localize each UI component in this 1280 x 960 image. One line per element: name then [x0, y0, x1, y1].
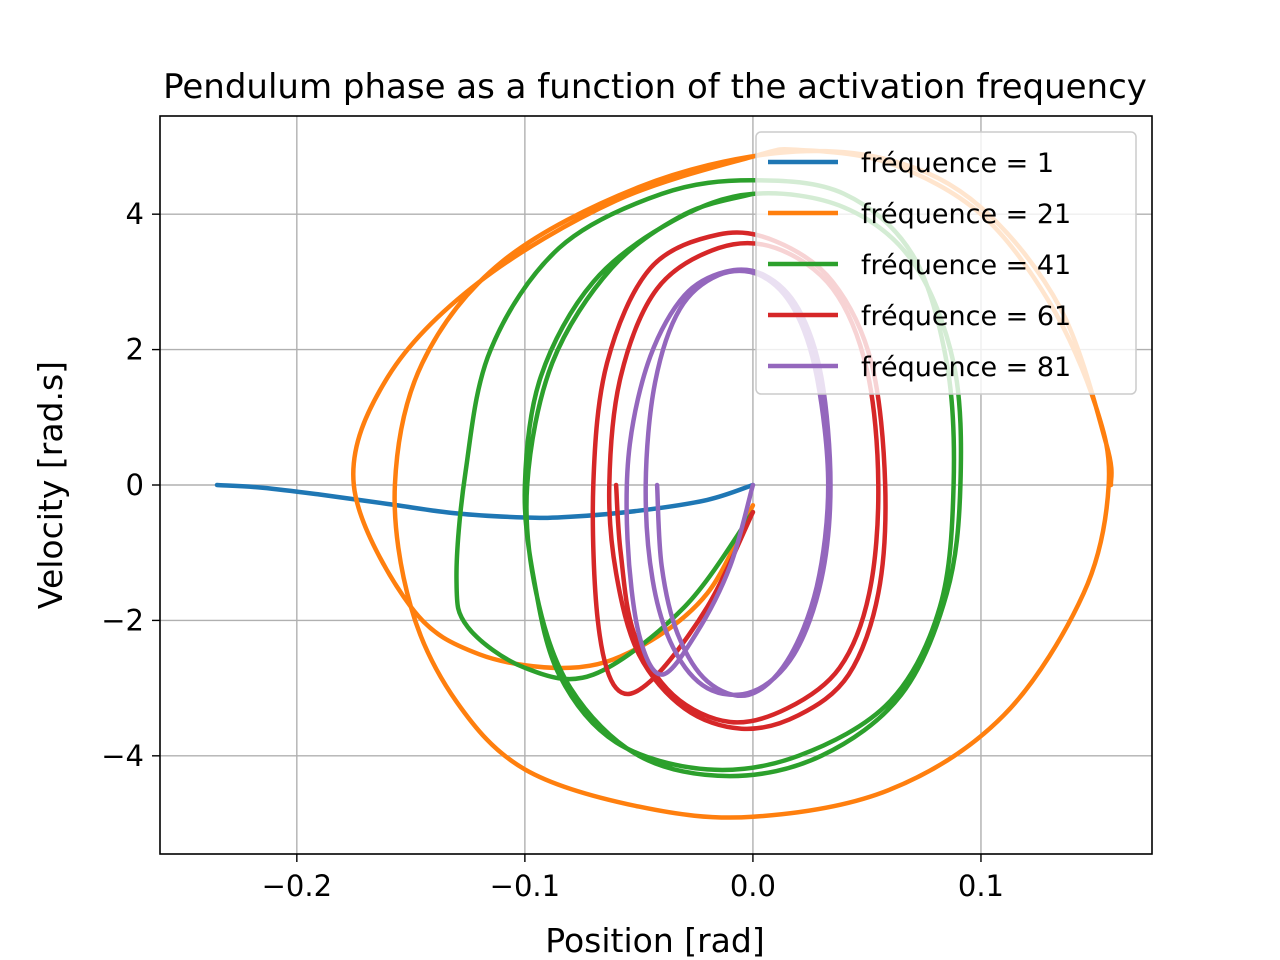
- x-tick-label: 0.1: [958, 869, 1004, 903]
- legend: fréquence = 1 fréquence = 21 fréquence = 4…: [755, 131, 1137, 395]
- series-line-5: [624, 267, 833, 698]
- chart-title: Pendulum phase as a function of the acti…: [163, 67, 1147, 107]
- y-axis-label: Velocity [rad.s]: [31, 361, 70, 609]
- series-line-2: [351, 147, 1114, 820]
- legend-label: fréquence = 61: [861, 301, 1071, 332]
- series-layer: [214, 147, 1114, 820]
- legend-label: fréquence = 41: [861, 250, 1071, 281]
- series-line-3: [454, 178, 964, 779]
- y-tick-label: −4: [101, 739, 144, 773]
- legend-frame: [755, 131, 1137, 395]
- x-tick-label: −0.2: [262, 869, 332, 903]
- x-tick-label: −0.1: [490, 869, 560, 903]
- x-axis-label: Position [rad]: [545, 921, 764, 960]
- series-line-4: [590, 230, 888, 732]
- x-tick-label: 0.0: [730, 869, 776, 903]
- y-tick-label: 2: [126, 333, 144, 367]
- legend-label: fréquence = 21: [861, 199, 1071, 230]
- y-tick-label: −2: [101, 603, 144, 637]
- legend-label: fréquence = 81: [861, 352, 1071, 383]
- series-line-1: [214, 482, 756, 521]
- y-tick-label: 4: [126, 197, 144, 231]
- ticks: −0.2 −0.1 0.0 0.1 −4 −2 0 2 4: [101, 197, 1004, 903]
- y-tick-label: 0: [126, 468, 144, 502]
- legend-label: fréquence = 1: [861, 148, 1054, 179]
